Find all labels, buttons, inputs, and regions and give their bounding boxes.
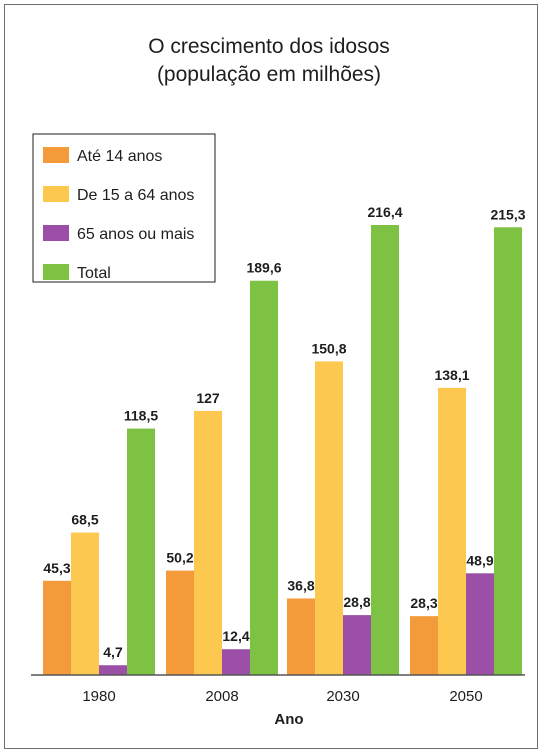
- bar-1980-series-2: [71, 532, 99, 675]
- bar-2050-series-3: [466, 573, 494, 675]
- value-label: 68,5: [71, 512, 98, 528]
- value-label: 189,6: [246, 260, 281, 276]
- legend-swatch-3: [43, 225, 69, 241]
- legend-label-4: Total: [77, 265, 111, 282]
- value-label: 150,8: [311, 340, 346, 356]
- value-label: 215,3: [490, 206, 525, 222]
- value-label: 48,9: [466, 552, 493, 568]
- chart-canvas: O crescimento dos idosos (população em m…: [31, 35, 526, 728]
- legend-label-2: De 15 a 64 anos: [77, 187, 194, 204]
- value-label: 28,3: [410, 595, 437, 611]
- legend: Até 14 anos De 15 a 64 anos 65 anos ou mai…: [32, 133, 216, 283]
- x-tick-label-1980: 1980: [82, 688, 115, 705]
- legend-swatch-4: [43, 264, 69, 280]
- value-label: 28,8: [343, 594, 370, 610]
- x-tick-label-2030: 2030: [326, 688, 359, 705]
- value-label: 127: [196, 390, 220, 406]
- chart-title: O crescimento dos idosos: [148, 35, 390, 58]
- legend-label-1: Até 14 anos: [77, 148, 162, 165]
- bar-2008-series-4: [250, 280, 278, 675]
- bar-1980-series-3: [99, 665, 127, 675]
- bar-2030-series-2: [315, 361, 343, 675]
- bars-layer: [43, 225, 522, 676]
- value-label: 45,3: [43, 560, 70, 576]
- chart-subtitle: (população em milhões): [157, 63, 381, 86]
- bar-2030-series-3: [343, 615, 371, 675]
- x-tick-labels: 1980 2008 2030 2050: [82, 688, 482, 705]
- x-tick-label-2008: 2008: [205, 688, 238, 705]
- value-label: 12,4: [222, 628, 249, 644]
- bar-2050-series-2: [438, 387, 466, 675]
- bar-2030-series-1: [287, 598, 315, 675]
- value-label: 216,4: [367, 204, 402, 220]
- value-label: 118,5: [124, 408, 158, 424]
- value-label: 4,7: [103, 644, 123, 660]
- legend-swatch-1: [43, 147, 69, 163]
- value-labels-layer: 45,3 50,2 36,8 28,3 68,5 127 150,8 138,1 4,7 12,4…: [43, 204, 525, 660]
- x-axis-title: Ano: [274, 711, 303, 728]
- bar-1980-series-4: [127, 428, 155, 675]
- bar-2008-series-3: [222, 649, 250, 675]
- bar-2050-series-1: [410, 616, 438, 675]
- legend-label-3: 65 anos ou mais: [77, 226, 194, 243]
- value-label: 36,8: [287, 577, 314, 593]
- value-label: 50,2: [166, 550, 193, 566]
- bar-1980-series-1: [43, 580, 71, 675]
- bar-2050-series-4: [494, 227, 522, 676]
- bar-2008-series-2: [194, 410, 222, 675]
- bar-2008-series-1: [166, 570, 194, 675]
- x-tick-label-2050: 2050: [449, 688, 482, 705]
- bar-2030-series-4: [371, 225, 399, 675]
- value-label: 138,1: [434, 367, 469, 383]
- legend-swatch-2: [43, 186, 69, 202]
- chart-frame: O crescimento dos idosos (população em m…: [4, 4, 538, 749]
